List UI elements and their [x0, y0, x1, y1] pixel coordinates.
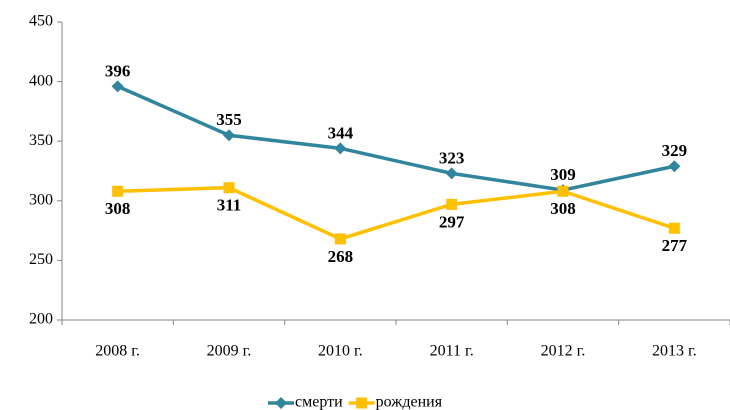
- point: [112, 185, 124, 197]
- point: [223, 182, 235, 194]
- point: [334, 142, 347, 155]
- point: [111, 80, 124, 93]
- x-tick-label: 2010 г.: [318, 343, 363, 360]
- value-label: 344: [328, 123, 354, 142]
- value-label: 355: [216, 110, 242, 129]
- y-tick-label: 450: [29, 13, 53, 30]
- x-tick-label: 2012 г.: [541, 343, 586, 360]
- series-line: [116, 84, 675, 192]
- point: [668, 222, 680, 234]
- legend-label: смерти: [295, 394, 343, 410]
- x-tick-label: 2011 г.: [430, 343, 474, 360]
- y-tick-label: 300: [29, 191, 53, 208]
- point: [557, 185, 569, 197]
- y-tick-label: 350: [29, 132, 53, 149]
- point: [223, 129, 235, 142]
- legend-label: рождения: [376, 394, 443, 410]
- legend-marker: [275, 397, 287, 409]
- value-label: 309: [550, 165, 576, 184]
- point: [334, 233, 346, 245]
- y-tick-label: 250: [29, 251, 53, 268]
- y-tick-label: 200: [29, 311, 53, 328]
- legend-marker: [356, 397, 368, 409]
- point: [446, 198, 458, 210]
- value-label: 329: [662, 141, 688, 160]
- y-tick-label: 400: [29, 72, 53, 89]
- point: [445, 167, 458, 180]
- point: [668, 160, 681, 173]
- value-label: 268: [328, 247, 354, 266]
- value-label: 297: [439, 212, 465, 231]
- x-tick-label: 2013 г.: [652, 343, 697, 360]
- value-label: 311: [217, 196, 242, 215]
- x-tick-label: 2008 г.: [95, 343, 140, 360]
- value-label: 396: [105, 61, 131, 80]
- x-tick-label: 2009 г.: [207, 343, 252, 360]
- series-line: [117, 185, 675, 241]
- value-label: 308: [550, 199, 576, 218]
- value-label: 323: [439, 148, 465, 167]
- value-label: 277: [662, 236, 688, 255]
- value-label: 308: [105, 199, 131, 218]
